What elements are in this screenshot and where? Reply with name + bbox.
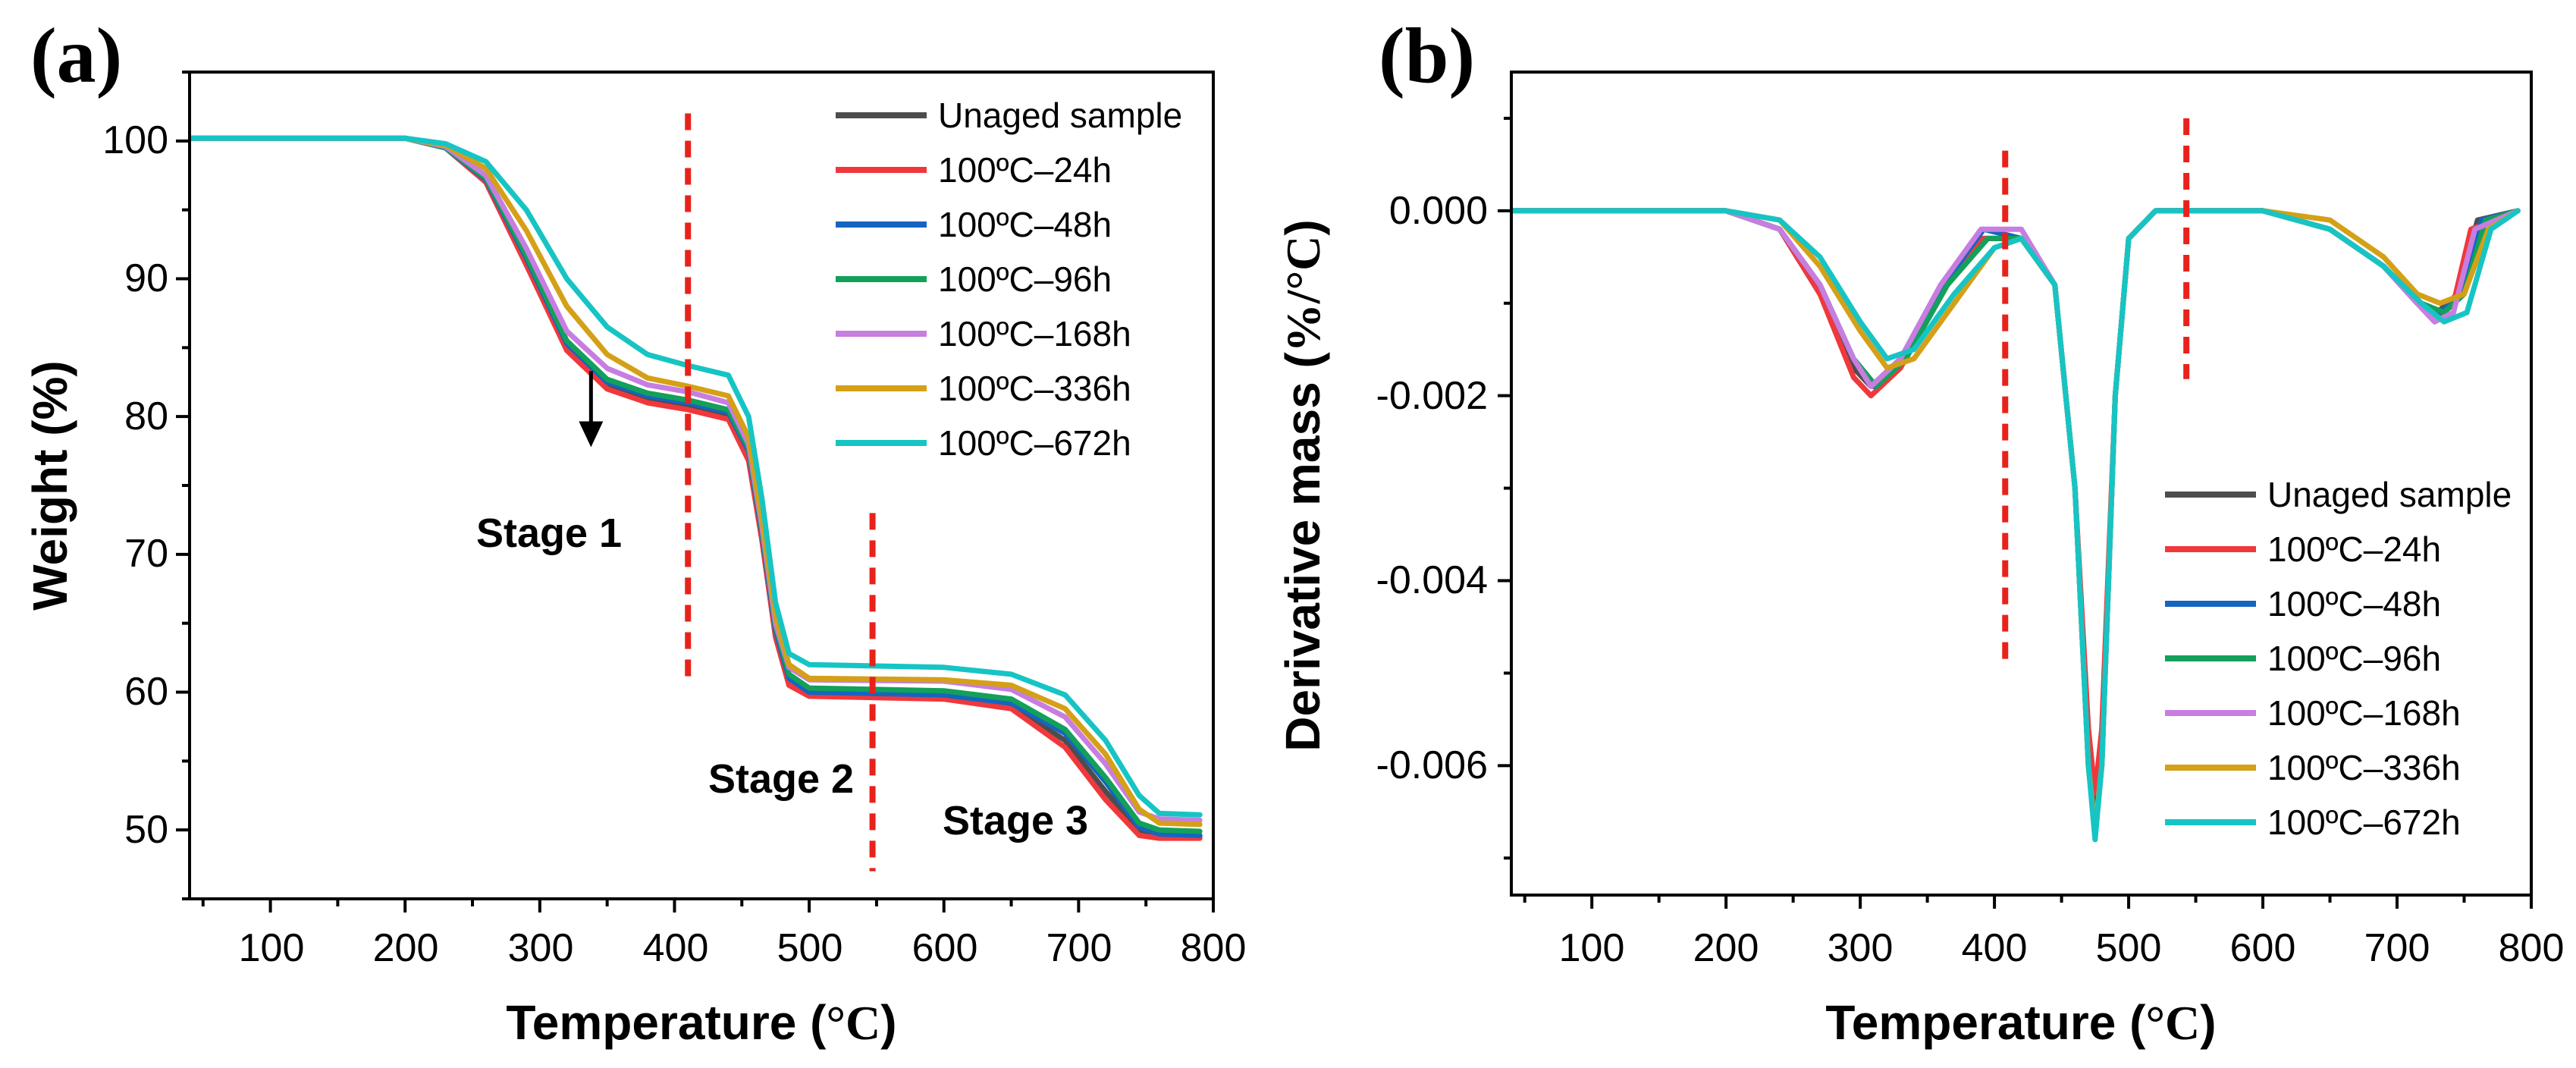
y-tick-label: 70 [124, 532, 168, 576]
legend-label-unaged-sample: Unaged sample [2267, 475, 2512, 514]
panel-b-legend: Unaged sample 100ºC–24h 100ºC–48h 100ºC–96h… [2165, 475, 2512, 842]
legend-label-100-c-24h: 100ºC–24h [938, 150, 1112, 190]
panel-a-frame [188, 71, 1215, 900]
series-line-100-c-672h [190, 135, 1203, 818]
panel-a-label: (a) [30, 12, 122, 99]
legend-label-100-c-24h: 100ºC–24h [2267, 529, 2441, 569]
legend-label-100-c-672h: 100ºC–672h [2267, 803, 2461, 842]
x-tick-label: 700 [2364, 926, 2430, 970]
x-axis-title-end: ) [2200, 995, 2216, 1050]
x-tick-label: 500 [777, 926, 843, 970]
panel-a-x-axis-title: Temperature (°C) [506, 995, 896, 1050]
x-tick-label: 500 [2096, 926, 2162, 970]
x-axis-title-text: Temperature ( [506, 995, 827, 1050]
x-tick-label: 800 [1181, 926, 1247, 970]
y-tick-label: 60 [124, 670, 168, 714]
panel-b-y-ticks: 0.000 -0.002 -0.004 -0.006 [1376, 189, 1488, 787]
panel-a: (a) 100 200 300 400 500 600 700 800 50 6… [23, 12, 1246, 1050]
panel-b-frame [1510, 71, 2533, 897]
y-tick-label: 50 [124, 808, 168, 852]
y-tick-label: -0.006 [1376, 743, 1488, 787]
x-axis-title-unit: °C [2145, 996, 2200, 1050]
series-line-100-c-48h [1511, 208, 2521, 834]
panel-a-y-ticks: 50 60 70 80 90 100 [102, 118, 168, 852]
x-tick-label: 300 [1828, 926, 1894, 970]
y-tick-label: -0.002 [1376, 374, 1488, 418]
annotation-stage-3: Stage 3 [943, 798, 1088, 843]
panel-b-y-axis-title: Derivative mass (%/°C) [1275, 219, 1330, 751]
panel-b-label: (b) [1379, 12, 1475, 99]
x-tick-label: 200 [373, 926, 439, 970]
legend-label-unaged-sample: Unaged sample [938, 96, 1182, 135]
annotation-stage-1: Stage 1 [476, 510, 622, 556]
x-tick-label: 400 [643, 926, 709, 970]
x-tick-label: 300 [508, 926, 574, 970]
x-axis-title-text: Temperature ( [1825, 995, 2146, 1050]
annotation-stage-2: Stage 2 [708, 756, 854, 802]
series-line-100-c-168h [1511, 208, 2521, 834]
panel-b-x-ticks: 100 200 300 400 500 600 700 800 [1559, 926, 2565, 970]
series-line-100-c-336h [190, 135, 1203, 828]
x-tick-label: 400 [1962, 926, 2028, 970]
legend-label-100-c-48h: 100ºC–48h [2267, 584, 2441, 624]
series-line-100-c-336h [1511, 208, 2521, 834]
arrow-head [579, 421, 604, 448]
legend-label-100-c-168h: 100ºC–168h [2267, 693, 2461, 733]
legend-label-100-c-96h: 100ºC–96h [938, 259, 1112, 299]
legend-label-100-c-96h: 100ºC–96h [2267, 639, 2441, 678]
panel-a-annotations: Stage 1 Stage 2 Stage 3 [476, 510, 1088, 843]
y-tick-label: 100 [102, 118, 168, 162]
legend-label-100-c-168h: 100ºC–168h [938, 314, 1131, 353]
panel-a-y-axis-title: Weight (%) [23, 360, 77, 610]
y-axis-title-unit: %/°C [1276, 236, 1330, 353]
legend-label-100-c-48h: 100ºC–48h [938, 205, 1112, 244]
series-line-100-c-672h [1511, 208, 2521, 843]
y-tick-label: -0.004 [1376, 558, 1488, 602]
panel-a-plot [176, 71, 1215, 913]
series-line-100-c-96h [1511, 208, 2521, 834]
x-axis-title-unit: °C [826, 996, 880, 1050]
y-tick-label: 90 [124, 256, 168, 300]
x-tick-label: 200 [1693, 926, 1759, 970]
x-tick-label: 100 [239, 926, 305, 970]
panel-b-x-axis-title: Temperature (°C) [1825, 995, 2216, 1050]
legend-label-100-c-336h: 100ºC–336h [2267, 748, 2461, 787]
panel-b-plot [1498, 116, 2533, 909]
legend-label-100-c-336h: 100ºC–336h [938, 369, 1131, 408]
y-axis-title-text: Derivative mass ( [1275, 352, 1330, 752]
y-tick-label: 0.000 [1389, 189, 1488, 233]
y-axis-title-end: ) [1275, 219, 1330, 235]
x-tick-label: 600 [2230, 926, 2296, 970]
panel-a-x-ticks: 100 200 300 400 500 600 700 800 [239, 926, 1247, 970]
panel-b: (b) 100 200 300 400 500 600 700 800 0.00… [1275, 12, 2564, 1050]
x-tick-label: 100 [1559, 926, 1625, 970]
x-axis-title-end: ) [880, 995, 896, 1050]
legend-label-100-c-672h: 100ºC–672h [938, 423, 1131, 463]
y-tick-label: 80 [124, 394, 168, 438]
panel-a-legend: Unaged sample 100ºC–24h 100ºC–48h 100ºC–96h… [836, 96, 1182, 463]
x-tick-label: 800 [2499, 926, 2565, 970]
x-tick-label: 700 [1046, 926, 1112, 970]
x-tick-label: 600 [912, 926, 978, 970]
